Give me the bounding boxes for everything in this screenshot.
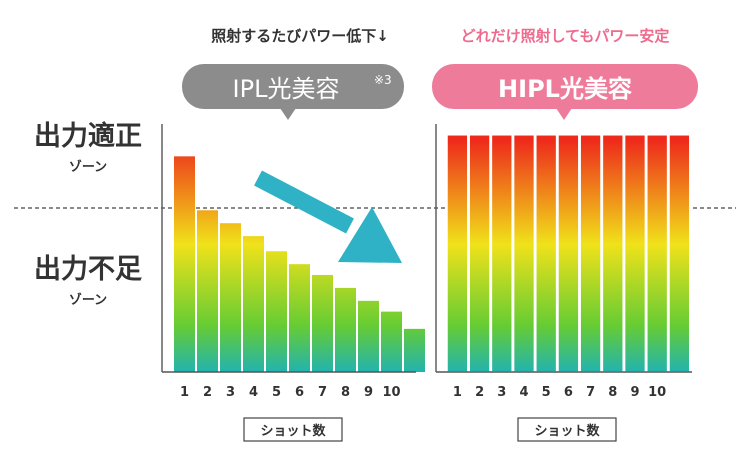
left-badge-pointer bbox=[280, 108, 296, 120]
right-tick-label: 2 bbox=[475, 385, 484, 400]
left-tick-label: 1 bbox=[180, 385, 189, 400]
left-bar bbox=[266, 251, 287, 372]
right-badge-label: HIPL光美容 bbox=[498, 75, 632, 103]
zone-lower-title: 出力不足 bbox=[34, 254, 142, 285]
left-badge-label: IPL光美容 bbox=[233, 75, 340, 103]
left-bar bbox=[197, 210, 218, 372]
right-bar bbox=[490, 134, 513, 373]
zone-upper-title: 出力適正 bbox=[34, 120, 142, 152]
decline-arrow-shaft bbox=[254, 170, 354, 234]
left-tick-label: 2 bbox=[203, 385, 212, 400]
right-badge: HIPL光美容 bbox=[432, 64, 698, 120]
left-tick-labels: 1 2 3 4 5 6 7 8 9 10 bbox=[180, 385, 401, 400]
left-badge: IPL光美容 ※3 bbox=[182, 64, 404, 120]
right-xlabel-box bbox=[517, 417, 617, 442]
left-tick-label: 9 bbox=[364, 385, 373, 400]
right-badge-bg bbox=[432, 64, 698, 109]
right-tick-label: 1 bbox=[453, 385, 462, 400]
right-bar bbox=[557, 134, 580, 373]
left-tick-label: 8 bbox=[341, 385, 350, 400]
zone-lower-sub: ゾーン bbox=[69, 292, 107, 308]
right-xlabel: ショット数 bbox=[517, 417, 617, 442]
left-xlabel: ショット数 bbox=[243, 417, 343, 442]
right-bar bbox=[623, 134, 647, 373]
right-tick-label: 3 bbox=[497, 385, 506, 400]
right-tick-labels: 1 2 3 4 5 6 7 8 9 10 bbox=[453, 385, 666, 400]
right-tick-label: 7 bbox=[586, 385, 595, 400]
decline-arrow-head bbox=[338, 207, 402, 263]
left-xlabel-text: ショット数 bbox=[260, 423, 326, 439]
right-tick-label: 8 bbox=[608, 385, 617, 400]
left-bar bbox=[312, 274, 333, 372]
right-tick-label: 5 bbox=[542, 385, 551, 400]
right-bars bbox=[446, 134, 691, 373]
right-tick-label: 10 bbox=[648, 385, 666, 400]
right-bar bbox=[668, 134, 691, 373]
left-bar bbox=[335, 287, 356, 372]
right-bar bbox=[446, 134, 469, 373]
left-tick-label: 6 bbox=[295, 385, 304, 400]
decline-arrow bbox=[254, 170, 402, 263]
left-tick-label: 10 bbox=[382, 385, 400, 400]
right-tick-label: 6 bbox=[564, 385, 573, 400]
left-bar bbox=[289, 264, 310, 372]
left-bar bbox=[174, 156, 195, 372]
left-bar bbox=[381, 311, 402, 372]
left-bar bbox=[358, 300, 379, 372]
right-badge-pointer bbox=[556, 108, 572, 120]
zone-upper-sub: ゾーン bbox=[69, 159, 107, 175]
right-bar bbox=[468, 134, 491, 373]
right-bar bbox=[579, 134, 602, 373]
right-bar bbox=[512, 134, 536, 373]
left-bar bbox=[404, 328, 425, 372]
left-tick-label: 7 bbox=[318, 385, 327, 400]
left-tick-label: 3 bbox=[226, 385, 235, 400]
left-caption: 照射するたびパワー低下↓ bbox=[211, 27, 389, 45]
left-xlabel-box bbox=[243, 417, 343, 442]
right-bar bbox=[601, 134, 624, 373]
right-bar bbox=[535, 134, 558, 373]
left-tick-label: 4 bbox=[249, 385, 258, 400]
right-bar bbox=[646, 134, 669, 373]
left-bar bbox=[243, 236, 264, 372]
left-tick-label: 5 bbox=[272, 385, 281, 400]
right-tick-label: 9 bbox=[630, 385, 639, 400]
left-bars bbox=[174, 156, 425, 372]
right-caption: どれだけ照射してもパワー安定 bbox=[461, 27, 670, 45]
left-bar bbox=[220, 223, 241, 372]
left-badge-note: ※3 bbox=[374, 73, 392, 87]
left-badge-bg bbox=[182, 64, 404, 109]
right-tick-label: 4 bbox=[519, 385, 528, 400]
right-xlabel-text: ショット数 bbox=[534, 423, 600, 439]
